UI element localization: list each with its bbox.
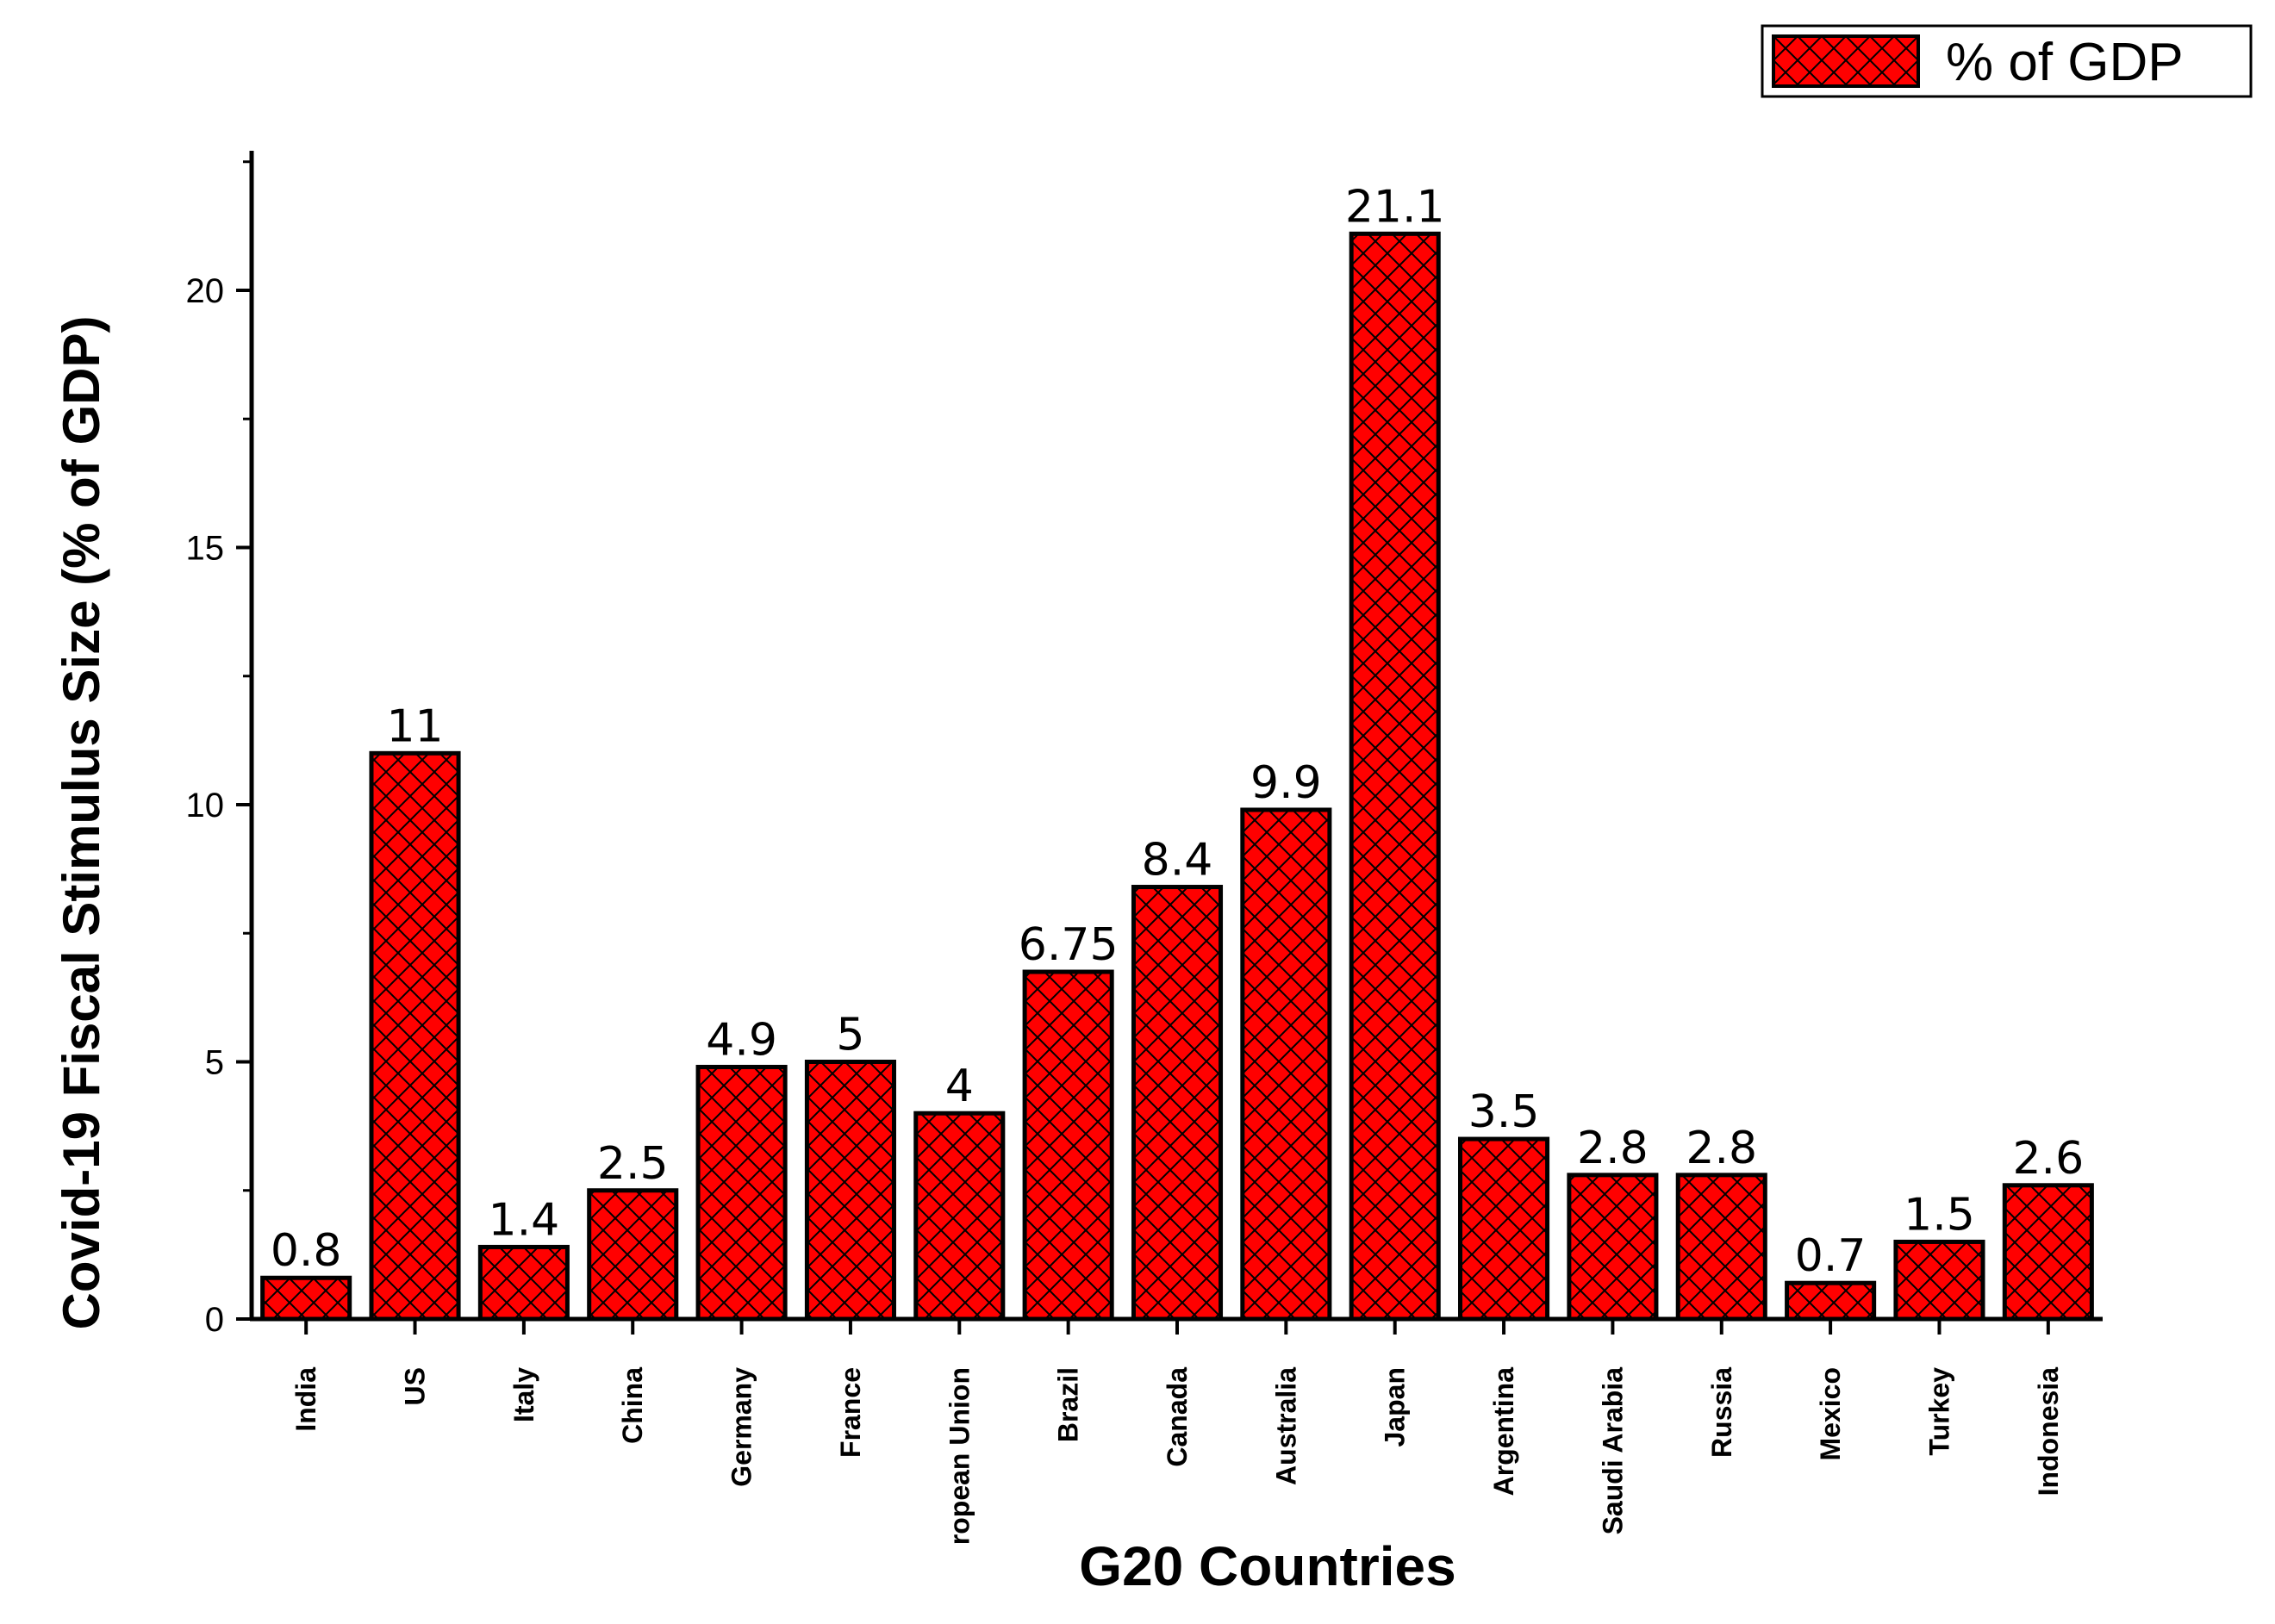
x-tick-label: Brazil — [1053, 1367, 1084, 1442]
data-label: 3.5 — [1468, 1086, 1540, 1138]
y-tick-label: 10 — [186, 787, 225, 824]
x-tick-label: US — [400, 1367, 431, 1405]
data-label: 4.9 — [706, 1014, 777, 1066]
x-tick-label: Canada — [1162, 1367, 1193, 1467]
x-tick-label: Argentina — [1488, 1367, 1519, 1496]
y-tick-label: 5 — [205, 1044, 224, 1082]
legend-swatch — [1772, 34, 1920, 88]
data-label: 2.8 — [1686, 1123, 1757, 1174]
bars: 0.8 11 1.4 2.5 4.9 5 4 6.75 8.4 9.9 21.1 3.5 2.8 2.8 0… — [260, 181, 2094, 1322]
y-tick-label: 20 — [186, 272, 225, 310]
bar-indonesia — [2002, 1183, 2094, 1322]
data-label: 21.1 — [1345, 181, 1445, 233]
bar-germany — [695, 1064, 788, 1322]
bar-china — [587, 1188, 679, 1322]
y-axis-ticks: 0 5 10 15 20 — [186, 160, 252, 1339]
x-tick-label: France — [835, 1367, 866, 1458]
x-tick-label: China — [617, 1367, 648, 1444]
y-tick-label: 15 — [186, 530, 225, 568]
x-tick-label: ropean Union — [944, 1367, 975, 1545]
x-tick-label: Turkey — [1923, 1367, 1954, 1456]
y-tick-label: 0 — [205, 1301, 224, 1339]
bar-ropean-union — [913, 1111, 1006, 1322]
data-label: 2.5 — [597, 1138, 669, 1190]
bar-russia — [1675, 1173, 1767, 1322]
bar-italy — [477, 1244, 570, 1322]
x-tick-label: Russia — [1706, 1367, 1737, 1458]
legend-label: % of GDP — [1946, 33, 2184, 92]
x-tick-label: Japan — [1380, 1367, 1411, 1447]
data-label: 2.6 — [2012, 1133, 2084, 1185]
x-tick-label: Italy — [508, 1367, 539, 1422]
bar-saudi-arabia — [1567, 1173, 1659, 1322]
data-label: 0.7 — [1795, 1230, 1867, 1282]
data-label: 11 — [386, 700, 443, 752]
data-label: 1.4 — [489, 1194, 560, 1246]
data-label: 0.8 — [271, 1225, 342, 1277]
x-axis-ticks: India US Italy China Germany France ropean Uni… — [290, 1319, 2064, 1545]
bar-australia — [1240, 807, 1332, 1322]
x-tick-label: Mexico — [1815, 1367, 1846, 1460]
bar-brazil — [1022, 969, 1114, 1322]
x-tick-label: India — [290, 1367, 321, 1432]
legend: % of GDP — [1761, 24, 2253, 98]
y-axis-title: Covid-19 Fiscal Stimulus Size (% of GDP) — [53, 316, 110, 1330]
x-tick-label: Indonesia — [2033, 1367, 2064, 1496]
bar-france — [804, 1060, 896, 1322]
data-label: 1.5 — [1904, 1189, 1975, 1241]
bar-us — [369, 750, 461, 1322]
bar-india — [260, 1275, 352, 1322]
x-tick-label: Australia — [1270, 1367, 1301, 1485]
bar-canada — [1131, 885, 1224, 1322]
bar-mexico — [1785, 1280, 1877, 1322]
bar-japan — [1349, 231, 1441, 1322]
data-label: 6.75 — [1019, 919, 1119, 971]
bar-turkey — [1893, 1239, 1985, 1322]
data-label: 5 — [836, 1010, 864, 1061]
data-label: 9.9 — [1250, 757, 1322, 809]
x-tick-label: Germany — [726, 1367, 757, 1487]
x-axis-title: G20 Countries — [1079, 1535, 1455, 1597]
bar-argentina — [1458, 1136, 1550, 1322]
data-label: 4 — [945, 1061, 974, 1112]
data-label: 8.4 — [1142, 835, 1213, 887]
data-label: 2.8 — [1577, 1123, 1649, 1174]
x-tick-label: Saudi Arabia — [1597, 1367, 1628, 1535]
